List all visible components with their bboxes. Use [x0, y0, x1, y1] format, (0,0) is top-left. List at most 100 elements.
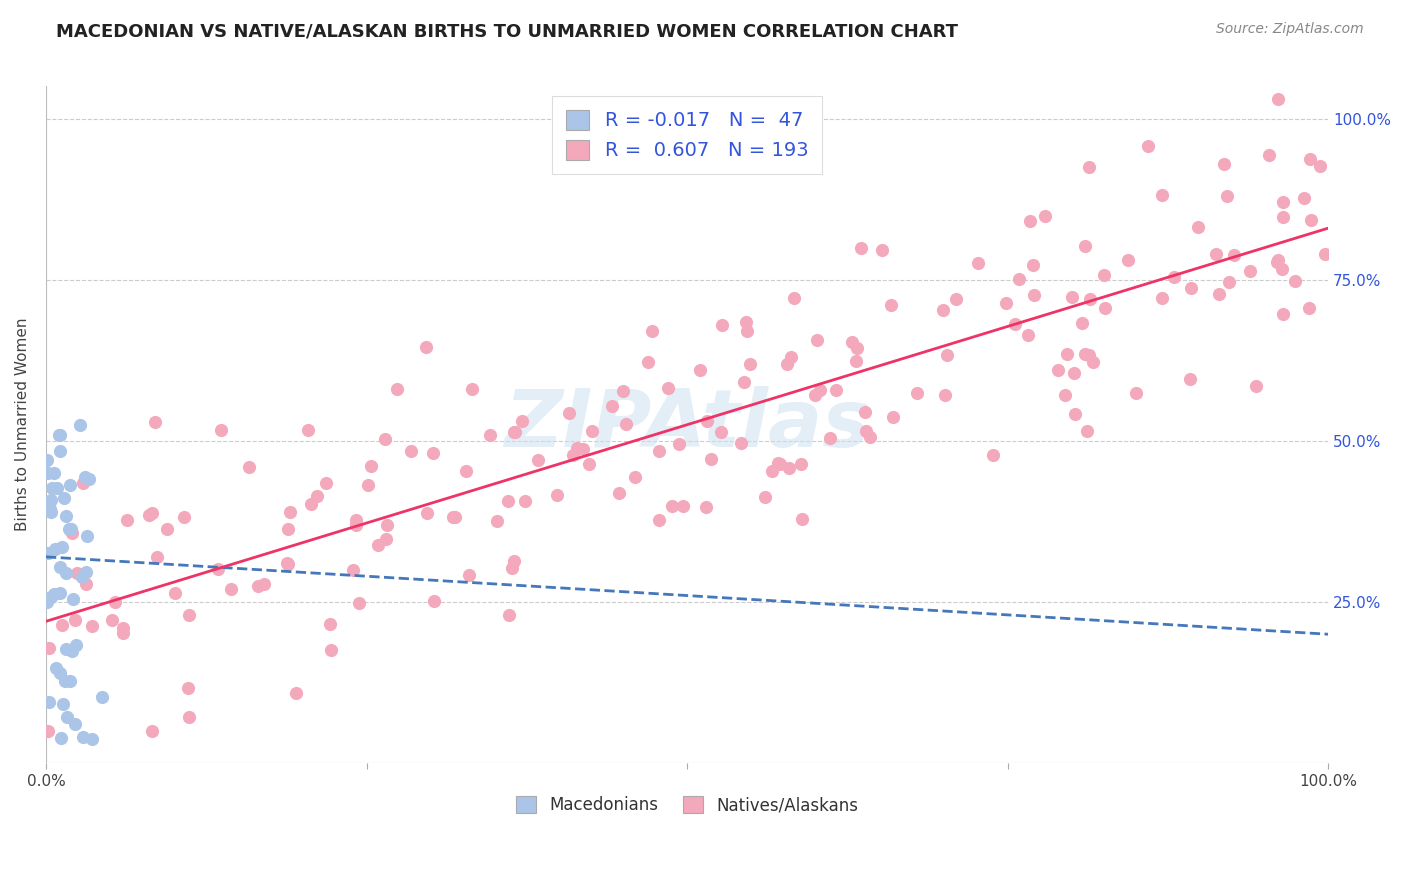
Y-axis label: Births to Unmarried Women: Births to Unmarried Women [15, 318, 30, 532]
Point [1024, 287, 1046, 301]
Point [510, 414, 533, 428]
Point [1272, 195, 1295, 210]
Point [277, 557, 299, 571]
Point [849, 241, 872, 255]
Point [612, 384, 634, 398]
Point [1056, 347, 1078, 361]
Point [966, 256, 988, 270]
Point [1074, 239, 1097, 253]
Point [581, 424, 603, 438]
Point [69, 418, 91, 433]
Point [648, 513, 671, 527]
Point [357, 478, 380, 492]
Point [1094, 301, 1116, 315]
Point [52, 491, 75, 506]
Point [62, 592, 84, 607]
Point [65, 639, 87, 653]
Point [1018, 213, 1040, 227]
Point [37, 723, 59, 738]
Point [461, 382, 484, 396]
Point [571, 442, 593, 457]
Point [342, 563, 364, 577]
Point [319, 616, 342, 631]
Point [90, 690, 112, 705]
Point [441, 510, 464, 524]
Point [49, 428, 72, 442]
Point [415, 506, 437, 520]
Point [45, 661, 67, 675]
Point [238, 460, 260, 475]
Point [1064, 407, 1087, 421]
Point [60, 644, 83, 658]
Point [1294, 191, 1316, 205]
Point [624, 470, 647, 484]
Point [808, 383, 831, 397]
Point [367, 538, 389, 552]
Point [1062, 290, 1084, 304]
Point [49, 444, 72, 458]
Point [104, 595, 127, 609]
Point [299, 497, 322, 511]
Point [804, 388, 827, 402]
Point [614, 417, 637, 431]
Point [59, 478, 82, 492]
Point [117, 513, 139, 527]
Point [276, 556, 298, 570]
Point [75, 577, 97, 591]
Point [1271, 261, 1294, 276]
Point [247, 579, 270, 593]
Point [285, 686, 308, 700]
Point [44, 467, 66, 481]
Point [44, 587, 66, 601]
Point [1309, 159, 1331, 173]
Point [775, 357, 797, 371]
Point [1054, 388, 1077, 402]
Point [179, 710, 201, 724]
Point [77, 472, 100, 486]
Point [1267, 252, 1289, 267]
Point [486, 514, 509, 528]
Point [1223, 248, 1246, 262]
Point [138, 508, 160, 522]
Point [60, 522, 83, 536]
Point [344, 518, 367, 533]
Point [35, 595, 58, 609]
Point [375, 533, 398, 547]
Point [932, 302, 955, 317]
Point [498, 608, 520, 623]
Point [219, 582, 242, 597]
Point [761, 464, 783, 478]
Point [766, 456, 789, 470]
Point [60, 526, 83, 541]
Point [880, 298, 903, 312]
Point [806, 333, 828, 347]
Point [49, 666, 72, 681]
Point [1081, 355, 1104, 369]
Point [49, 731, 72, 746]
Point [1205, 246, 1227, 260]
Point [661, 499, 683, 513]
Point [1212, 157, 1234, 171]
Point [177, 681, 200, 696]
Point [696, 414, 718, 428]
Point [37, 453, 59, 467]
Point [1078, 160, 1101, 174]
Point [1070, 316, 1092, 330]
Point [72, 730, 94, 744]
Point [165, 586, 187, 600]
Point [1216, 188, 1239, 202]
Point [48, 427, 70, 442]
Point [699, 451, 721, 466]
Point [1017, 327, 1039, 342]
Point [872, 243, 894, 257]
Point [173, 509, 195, 524]
Point [1152, 291, 1174, 305]
Point [38, 502, 60, 516]
Point [503, 425, 526, 440]
Point [423, 594, 446, 608]
Point [156, 522, 179, 536]
Point [1163, 269, 1185, 284]
Point [1298, 301, 1320, 315]
Text: ZIPAtlas: ZIPAtlas [503, 385, 870, 464]
Point [56, 710, 79, 724]
